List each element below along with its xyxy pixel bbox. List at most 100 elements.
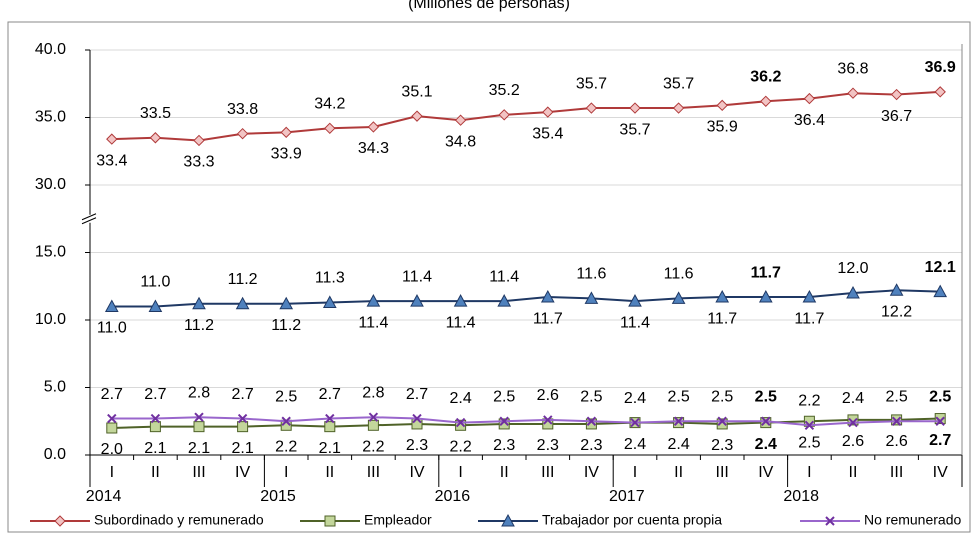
marker (501, 513, 515, 527)
marker (716, 99, 728, 112)
axis-break (81, 217, 97, 225)
marker (717, 416, 727, 426)
marker (237, 413, 248, 424)
data-label: 2.5 (885, 388, 907, 405)
data-label: 2.7 (406, 386, 428, 403)
marker (934, 86, 946, 98)
x-tick-label: I (458, 464, 462, 481)
data-label: 11.7 (794, 310, 824, 327)
data-label: 11.6 (576, 266, 606, 283)
marker (192, 296, 206, 310)
data-label: 33.9 (271, 146, 302, 163)
x-tick-label: IV (584, 464, 599, 481)
data-label: 34.2 (314, 96, 345, 113)
marker (149, 132, 162, 144)
marker (279, 296, 294, 310)
data-label: 2.6 (537, 387, 559, 404)
data-label: 2.2 (798, 393, 820, 410)
marker (540, 290, 555, 303)
x-tick-label: I (284, 464, 288, 481)
marker (455, 419, 467, 431)
marker (933, 284, 948, 298)
data-label: 2.7 (929, 432, 951, 449)
axis-break-gap (82, 214, 96, 223)
marker (149, 421, 161, 433)
y-tick-label: 5.0 (44, 379, 66, 396)
data-label: 12.1 (925, 259, 956, 276)
data-label: 2.2 (275, 439, 297, 456)
data-label: 35.4 (532, 125, 563, 142)
data-label: 11.2 (228, 271, 258, 288)
data-label: 12.2 (881, 304, 912, 321)
data-label: 11.7 (707, 310, 737, 327)
data-label: 33.8 (227, 101, 258, 118)
marker (802, 290, 817, 303)
marker (322, 295, 337, 308)
data-label: 33.3 (183, 154, 214, 171)
y-tick-label: 15.0 (35, 244, 66, 261)
marker (543, 415, 553, 425)
data-label: 33.4 (96, 152, 127, 169)
data-label: 2.1 (319, 440, 341, 457)
marker (106, 422, 118, 434)
marker (410, 294, 424, 307)
marker (499, 416, 509, 426)
data-label: 2.0 (101, 441, 123, 458)
marker (236, 127, 249, 140)
data-label: 11.7 (533, 310, 563, 327)
data-label: 2.5 (711, 388, 733, 405)
marker (106, 133, 118, 145)
marker (542, 106, 554, 118)
data-label: 35.2 (489, 82, 520, 99)
data-label: 2.5 (798, 434, 820, 451)
y-tick-label: 40.0 (35, 41, 66, 58)
data-label: 35.1 (401, 83, 432, 100)
x-tick-label: II (849, 464, 858, 481)
data-label: 11.2 (271, 317, 301, 334)
data-label: 11.3 (315, 270, 345, 287)
chart-subtitle: (Millones de personas) (408, 0, 570, 12)
data-label: 2.7 (319, 386, 341, 403)
data-label: 35.7 (663, 75, 694, 92)
marker (148, 299, 163, 312)
data-label: 2.3 (580, 437, 602, 454)
series-line (111, 90, 941, 142)
data-label: 34.3 (358, 140, 389, 157)
data-label: 33.5 (140, 105, 171, 122)
data-label: 11.7 (751, 264, 781, 281)
x-tick-label: II (325, 464, 334, 481)
marker (498, 418, 510, 430)
axis-break (81, 213, 97, 221)
marker (104, 299, 119, 312)
data-label: 2.5 (929, 388, 951, 405)
marker (584, 291, 599, 304)
data-label: 11.4 (358, 314, 388, 331)
marker (586, 416, 597, 426)
x-tick-label: I (633, 464, 637, 481)
data-label: 2.3 (406, 437, 428, 454)
data-label: 2.4 (755, 436, 777, 453)
marker (235, 296, 250, 310)
data-label: 36.8 (837, 60, 868, 77)
year-label: 2017 (609, 488, 645, 505)
marker (281, 416, 291, 426)
marker (324, 515, 336, 527)
data-label: 2.5 (275, 388, 297, 405)
marker (585, 102, 598, 114)
data-label: 2.1 (231, 440, 253, 457)
marker (366, 294, 381, 307)
data-label: 2.6 (842, 433, 864, 450)
x-tick-label: IV (235, 464, 250, 481)
data-label: 2.4 (667, 436, 689, 453)
year-label: 2015 (260, 488, 296, 505)
marker (847, 87, 859, 99)
marker (803, 92, 816, 105)
marker (280, 126, 292, 139)
data-label: 2.5 (493, 388, 515, 405)
data-label: 11.6 (664, 266, 694, 283)
marker (324, 122, 336, 135)
x-tick-label: I (110, 464, 114, 481)
data-label: 2.2 (362, 439, 384, 456)
marker (889, 283, 904, 296)
marker (847, 414, 859, 426)
